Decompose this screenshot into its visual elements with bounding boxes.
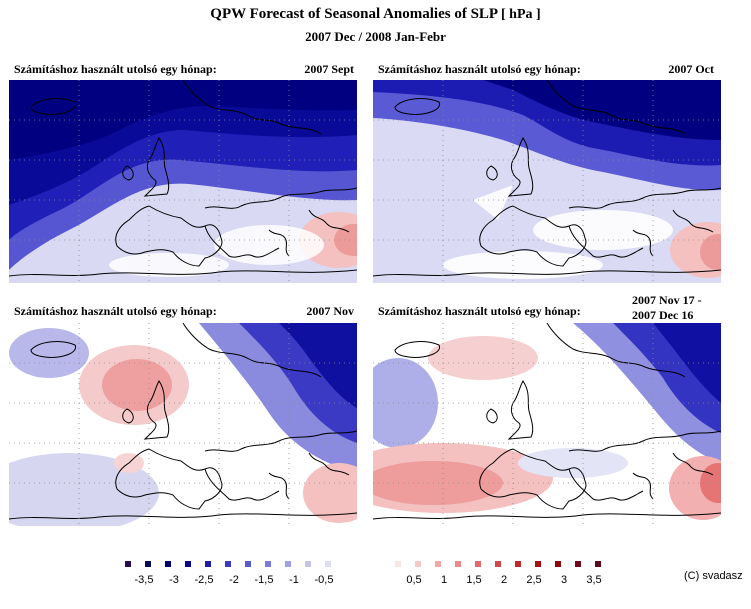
anomaly-map-3 <box>9 323 357 526</box>
panel-4-label: Számításhoz használt utolsó egy hónap: <box>378 304 581 318</box>
page-subtitle: 2007 Dec / 2008 Jan-Febr <box>305 29 446 44</box>
legend-pos-swatch-7 <box>535 561 541 567</box>
legend-neg-swatch-0 <box>125 561 131 567</box>
legend-pos-tick-6: 3,5 <box>586 574 602 586</box>
legend-neg-tick-2: -2,5 <box>194 574 214 586</box>
legend-neg-tick-0: -3,5 <box>134 574 154 586</box>
legend-pos-swatch-10 <box>595 561 601 567</box>
legend-pos-swatch-6 <box>515 561 521 567</box>
legend-negative: -3,5 -3 -2,5 -2 -1,5 -1 -0,5 <box>125 561 355 591</box>
legend-neg-swatch-6 <box>245 561 251 567</box>
legend-neg-swatch-10 <box>325 561 331 567</box>
legend-neg-tick-6: -0,5 <box>314 574 334 586</box>
legend-pos-swatch-2 <box>435 561 441 567</box>
panel-2-label: Számításhoz használt utolsó egy hónap: <box>378 62 581 76</box>
legend-pos-swatch-5 <box>495 561 501 567</box>
panel-1-date: 2007 Sept <box>304 62 354 76</box>
legend-neg-swatch-4 <box>205 561 211 567</box>
legend-pos-tick-3: 2 <box>500 574 508 586</box>
legend-positive: 0,5 1 1,5 2 2,5 3 3,5 <box>395 561 625 591</box>
legend-pos-tick-0: 0,5 <box>406 574 422 586</box>
panel-2-date: 2007 Oct <box>668 62 714 76</box>
legend-neg-swatch-5 <box>225 561 231 567</box>
legend-pos-tick-1: 1 <box>440 574 448 586</box>
legend-neg-swatch-9 <box>305 561 311 567</box>
anomaly-map-2 <box>373 80 721 283</box>
legend-neg-swatch-3 <box>185 561 191 567</box>
title-unit: [ hPa ] <box>501 7 541 22</box>
anomaly-map-1 <box>9 80 357 283</box>
legend-pos-swatch-9 <box>575 561 581 567</box>
legend-neg-tick-3: -2 <box>229 574 239 586</box>
legend-pos-tick-2: 1,5 <box>466 574 482 586</box>
legend-neg-tick-5: -1 <box>289 574 299 586</box>
map-panel-2 <box>373 80 721 283</box>
legend-pos-tick-4: 2,5 <box>526 574 542 586</box>
legend-pos-swatch-3 <box>455 561 461 567</box>
legend-pos-swatch-1 <box>415 561 421 567</box>
legend-pos-swatch-4 <box>475 561 481 567</box>
panel-3-label: Számításhoz használt utolsó egy hónap: <box>14 304 217 318</box>
panel-3-date: 2007 Nov <box>306 304 354 318</box>
panel-4-date: 2007 Nov 17 - 2007 Dec 16 <box>632 293 702 322</box>
legend-pos-swatch-8 <box>555 561 561 567</box>
legend-neg-swatch-7 <box>265 561 271 567</box>
title-prefix: QPW Forecast of Seasonal Anomalies of <box>210 6 467 22</box>
legend-neg-tick-1: -3 <box>169 574 179 586</box>
legend-neg-swatch-8 <box>285 561 291 567</box>
legend-neg-swatch-1 <box>145 561 151 567</box>
map-panel-1 <box>9 80 357 283</box>
page-title: QPW Forecast of Seasonal Anomalies of SL… <box>0 6 751 23</box>
map-panel-4 <box>373 323 721 526</box>
map-panel-3 <box>9 323 357 526</box>
legend-neg-tick-4: -1,5 <box>254 574 274 586</box>
credit-text: (C) svadasz <box>684 570 743 582</box>
title-variable: SLP <box>470 6 498 22</box>
panel-1-label: Számításhoz használt utolsó egy hónap: <box>14 62 217 76</box>
legend-pos-tick-5: 3 <box>560 574 568 586</box>
anomaly-map-4 <box>373 323 721 526</box>
legend-neg-swatch-2 <box>165 561 171 567</box>
legend-pos-swatch-0 <box>395 561 401 567</box>
